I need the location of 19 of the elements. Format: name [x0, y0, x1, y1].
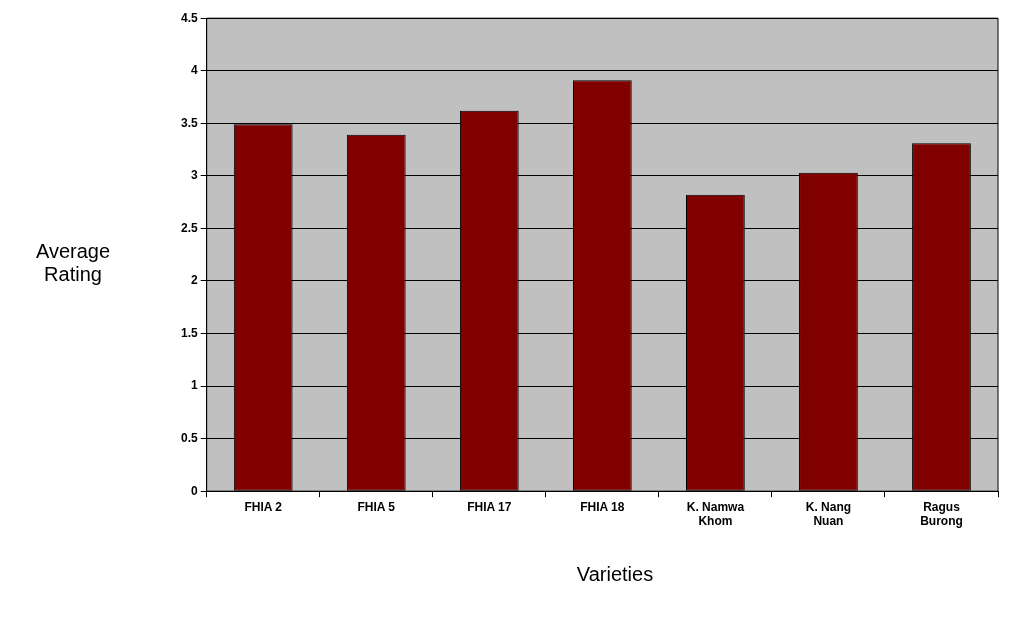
x-tick-label: FHIA 18: [580, 499, 625, 514]
y-tick-label: 2.5: [180, 220, 198, 235]
y-tick-label: 3: [190, 168, 198, 183]
x-axis-title: Varieties: [575, 563, 655, 586]
x-tick-label: FHIA 5: [357, 499, 396, 514]
x-tick-label: Ragus Burong: [920, 499, 963, 529]
y-tick-label: 1: [190, 378, 198, 393]
y-tick-label: 0.5: [180, 430, 198, 445]
y-tick-label: 0: [190, 483, 198, 498]
y-axis-title: Average Rating: [34, 240, 112, 286]
x-tick-label: FHIA 2: [244, 499, 283, 514]
x-tick-label: FHIA 17: [467, 499, 512, 514]
x-tick-label: K. Nang Nuan: [805, 499, 852, 529]
y-tick-label: 4.5: [180, 10, 198, 25]
y-tick-label: 1.5: [180, 325, 198, 340]
y-tick-label: 4: [190, 63, 198, 78]
y-tick-label: 2: [190, 273, 198, 288]
y-tick-label: 3.5: [180, 115, 198, 130]
x-tick-label: K. Namwa Khom: [686, 499, 745, 529]
